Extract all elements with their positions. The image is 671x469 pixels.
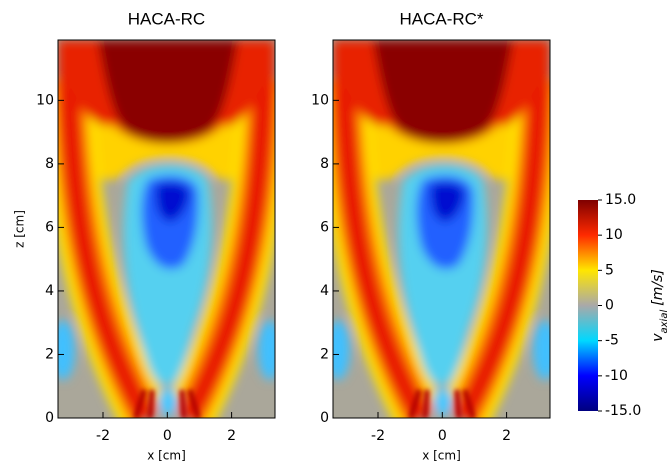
y-tick-label: 6 — [320, 219, 329, 235]
y-tick-label: 8 — [45, 156, 54, 172]
colorbar-label-part: axial — [659, 310, 670, 334]
y-tick-label: 6 — [45, 219, 54, 235]
plot-frame — [57, 39, 276, 419]
x-tick-label: 0 — [438, 428, 447, 444]
colorbar-tick-label: -5 — [605, 333, 619, 349]
y-tick-label: 2 — [320, 346, 329, 362]
y-tick-label: 4 — [320, 283, 329, 299]
field-image — [326, 40, 557, 418]
x-tick-label: 0 — [163, 428, 172, 444]
heatmap-field — [51, 40, 282, 418]
colorbar-tick-label: -15.0 — [605, 403, 641, 419]
x-tick-label: -2 — [371, 428, 385, 444]
colorbar-label-part: v — [650, 333, 666, 342]
colorbar-tick-label: -10 — [605, 368, 628, 384]
colorbar-tick-label: 5 — [605, 262, 614, 278]
y-tick-label: 2 — [45, 346, 54, 362]
plot-frame — [332, 39, 551, 419]
colorbar-tick-label: 0 — [605, 298, 614, 314]
colorbar-tick-label: 15.0 — [605, 192, 636, 208]
y-tick-label: 10 — [311, 92, 329, 108]
x-axis-label: x [cm] — [422, 449, 461, 463]
x-tick-label: -2 — [96, 428, 110, 444]
colorbar-label-part: [m/s] — [650, 269, 666, 306]
y-tick-label: 0 — [45, 410, 54, 426]
y-tick-label: 10 — [36, 92, 54, 108]
field-image — [51, 40, 282, 418]
heatmap-field — [326, 40, 557, 418]
y-tick-label: 8 — [320, 156, 329, 172]
y-tick-label: 4 — [45, 283, 54, 299]
colorbar — [578, 200, 598, 411]
y-axis-label: z [cm] — [13, 210, 27, 248]
colorbar-tick-label: 10 — [605, 227, 623, 243]
plot-title: HACA-RC — [128, 9, 205, 28]
y-tick-label: 0 — [320, 410, 329, 426]
x-tick-label: 2 — [502, 428, 511, 444]
x-tick-label: 2 — [227, 428, 236, 444]
colorbar-label: vaxial [m/s] — [650, 269, 670, 342]
plot-title: HACA-RC* — [399, 9, 483, 28]
x-axis-label: x [cm] — [147, 449, 186, 463]
